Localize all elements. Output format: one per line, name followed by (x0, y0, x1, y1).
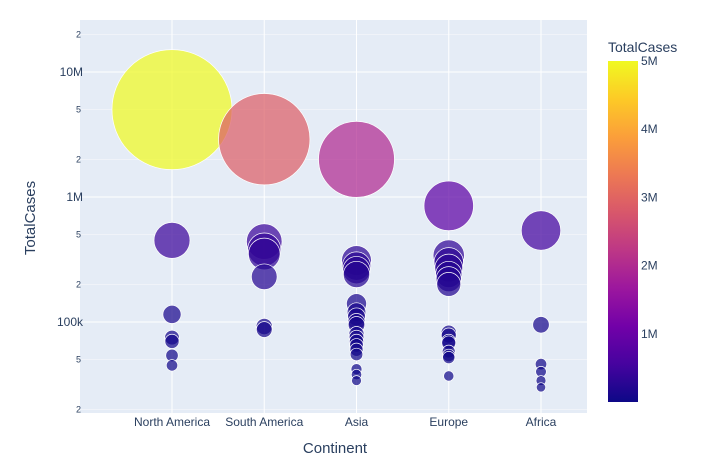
bubble-point[interactable] (162, 304, 182, 324)
y-axis-title: TotalCases (22, 181, 39, 255)
y-major-tick-label: 10M (60, 65, 83, 79)
x-tick-labels: North America South America Asia Europe Afri… (134, 415, 557, 429)
bubble-point[interactable] (520, 210, 562, 251)
colorbar-tick-label: 5M (641, 54, 658, 68)
x-tick-label: Asia (345, 415, 369, 429)
y-minor-tick-label: 5 (76, 105, 81, 115)
colorbar-gradient (608, 61, 638, 402)
bubble-point[interactable] (255, 321, 273, 338)
colorbar-tick-label: 2M (641, 259, 658, 273)
bubbles[interactable] (111, 49, 562, 393)
bubble-point[interactable] (351, 375, 362, 386)
colorbar-tick-label: 1M (641, 327, 658, 341)
bubble-point[interactable] (423, 180, 474, 231)
bubble-point[interactable] (343, 260, 371, 288)
bubble-point[interactable] (251, 263, 278, 291)
bubble-point[interactable] (164, 333, 180, 349)
bubble-point[interactable] (436, 272, 462, 297)
x-tick-label: Europe (429, 415, 468, 429)
colorbar-title: TotalCases (608, 39, 677, 55)
bubble-point[interactable] (111, 49, 233, 170)
colorbar-tick-label: 3M (641, 190, 658, 204)
y-tick-labels: 100k 1M 10M 2 5 2 5 2 5 2 (57, 29, 84, 414)
bubble-point[interactable] (443, 370, 455, 382)
x-axis-title: Continent (303, 440, 368, 457)
bubble-point[interactable] (532, 316, 550, 334)
bubble-point[interactable] (153, 221, 191, 259)
bubble-point[interactable] (535, 382, 546, 393)
y-minor-tick-label: 2 (76, 154, 81, 164)
y-minor-tick-label: 5 (76, 230, 81, 240)
x-tick-label: Africa (526, 415, 557, 429)
bubble-point[interactable] (165, 359, 179, 372)
colorbar: TotalCases 1M 2M 3M 4M 5M (608, 39, 677, 402)
colorbar-tick-label: 4M (641, 122, 658, 136)
y-minor-tick-label: 2 (76, 29, 81, 39)
y-major-tick-label: 100k (57, 315, 84, 329)
x-tick-label: North America (134, 415, 210, 429)
colorbar-tick-labels: 1M 2M 3M 4M 5M (641, 54, 658, 341)
y-minor-tick-label: 5 (76, 355, 81, 365)
bubble-point[interactable] (442, 351, 456, 364)
y-minor-tick-label: 2 (76, 279, 81, 289)
y-major-tick-label: 1M (66, 190, 83, 204)
bubble-point[interactable] (349, 347, 364, 362)
y-minor-tick-label: 2 (76, 404, 81, 414)
bubble-point[interactable] (318, 121, 395, 198)
bubble-point[interactable] (218, 93, 311, 186)
x-tick-label: South America (225, 415, 303, 429)
